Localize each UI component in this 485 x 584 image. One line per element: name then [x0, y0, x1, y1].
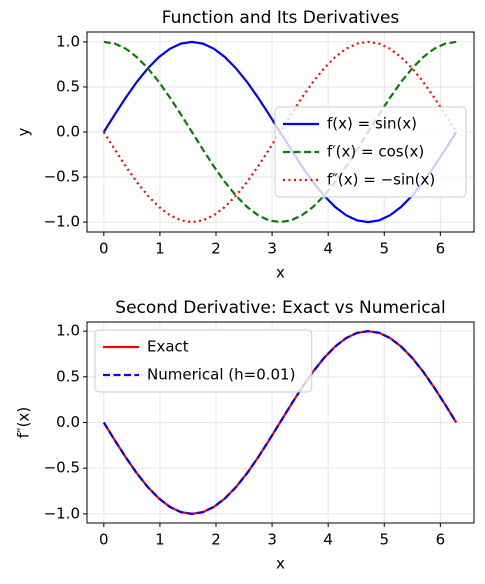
x-tick-label: 1	[155, 240, 165, 258]
x-tick-label: 5	[379, 240, 389, 258]
plot-frame	[86, 31, 475, 233]
y-tick-label: 0.0	[56, 413, 80, 431]
x-tick-label: 6	[436, 240, 446, 258]
x-tick-label: 2	[211, 240, 221, 258]
plot-frame	[86, 321, 475, 524]
x-axis-label: x	[276, 555, 285, 573]
y-tick-label: 0.5	[56, 77, 80, 95]
legend-box	[274, 106, 467, 198]
series-line	[102, 330, 458, 515]
chart-title: Function and Its Derivatives	[162, 8, 400, 28]
x-axis-label: x	[276, 264, 285, 282]
y-tick-label: −0.5	[44, 168, 80, 186]
x-tick-label: 2	[211, 531, 221, 549]
y-tick-label: 0.0	[56, 123, 80, 141]
x-tick-label: 0	[99, 531, 109, 549]
legend-label: Exact	[147, 338, 189, 356]
legend-label: f′(x) = cos(x)	[327, 143, 424, 161]
y-tick-label: −1.0	[44, 213, 80, 231]
x-tick-label: 1	[155, 531, 165, 549]
x-tick-label: 6	[436, 531, 446, 549]
x-tick-label: 4	[323, 240, 333, 258]
legend-label: Numerical (h=0.01)	[147, 366, 295, 384]
legend-label: f(x) = sin(x)	[327, 115, 417, 133]
y-axis-label: y	[15, 127, 33, 136]
legend-box	[94, 329, 313, 393]
x-tick-label: 3	[267, 531, 277, 549]
y-tick-label: 1.0	[56, 32, 80, 50]
y-tick-label: 1.0	[56, 322, 80, 340]
y-tick-label: −0.5	[44, 459, 80, 477]
y-axis-label: f″(x)	[15, 407, 33, 438]
legend-label: f″(x) = −sin(x)	[327, 171, 435, 189]
x-tick-label: 5	[379, 531, 389, 549]
x-tick-label: 4	[323, 531, 333, 549]
series-line	[102, 40, 458, 224]
y-tick-label: −1.0	[44, 504, 80, 522]
chart-title: Second Derivative: Exact vs Numerical	[115, 298, 445, 318]
x-tick-label: 3	[267, 240, 277, 258]
series-line	[103, 40, 457, 224]
x-tick-label: 0	[99, 240, 109, 258]
y-tick-label: 0.5	[56, 367, 80, 385]
